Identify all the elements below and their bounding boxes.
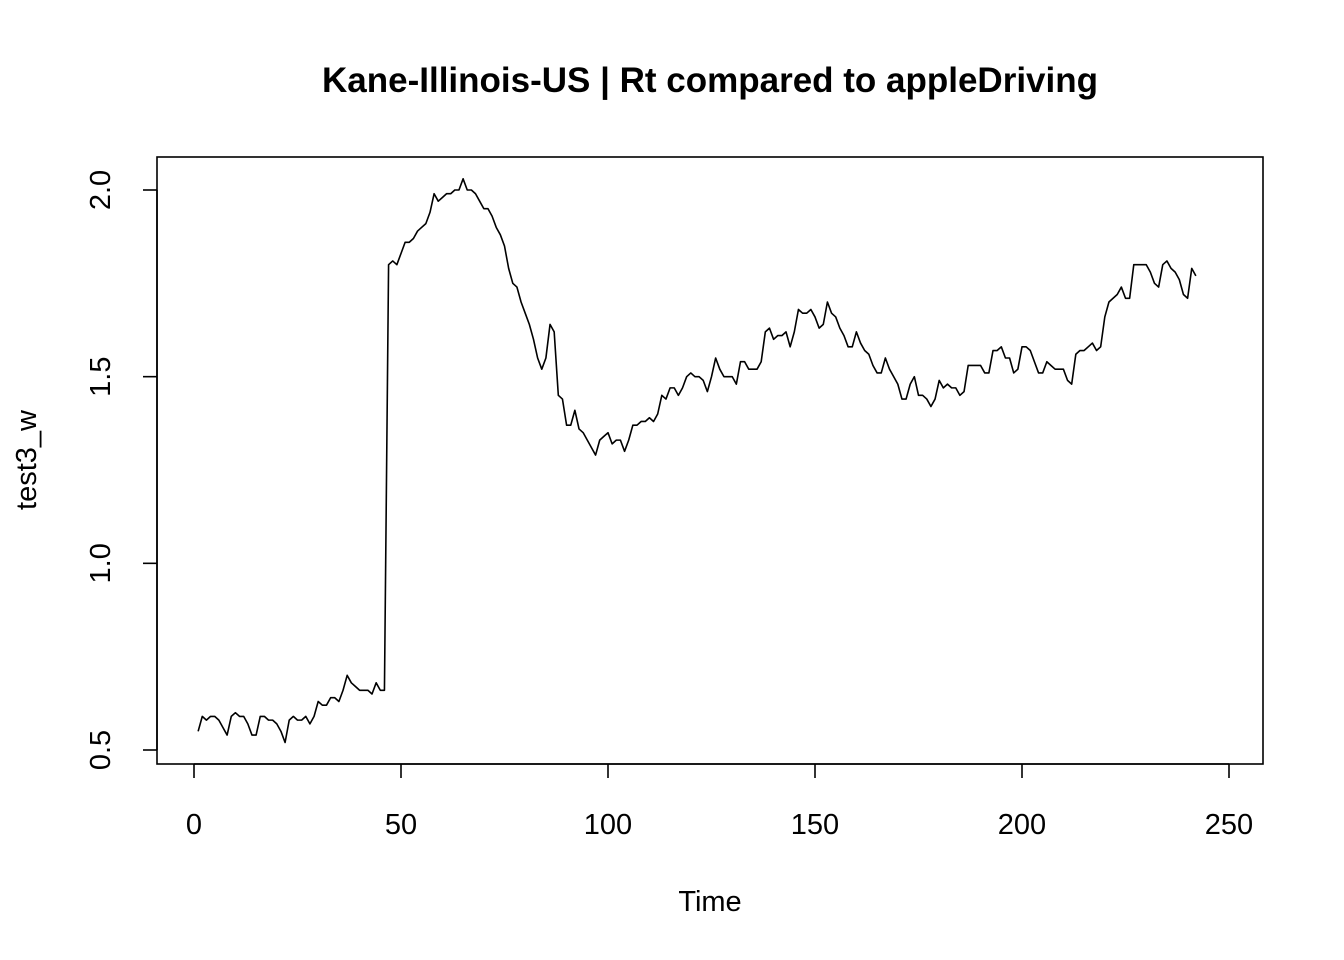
y-tick-label: 0.5: [85, 730, 117, 770]
y-tick-label: 2.0: [85, 170, 117, 210]
x-tick-label: 150: [791, 809, 839, 841]
x-axis-label: Time: [678, 886, 741, 918]
series-line: [197, 178, 1197, 744]
chart-title: Kane-Illinois-US | Rt compared to appleD…: [322, 61, 1098, 100]
x-tick-label: 0: [186, 809, 202, 841]
y-tick-label: 1.5: [85, 357, 117, 397]
plot-frame: [156, 156, 1264, 765]
y-axis: 0.5 1.0 1.5 2.0: [85, 170, 158, 770]
x-tick-label: 50: [385, 809, 417, 841]
y-axis-label: test3_w: [11, 409, 43, 510]
y-tick-label: 1.0: [85, 543, 117, 583]
x-tick-label: 100: [584, 809, 632, 841]
x-axis: 0 50 100 150 200 250: [186, 763, 1253, 841]
x-tick-label: 200: [998, 809, 1046, 841]
x-tick-label: 250: [1205, 809, 1253, 841]
